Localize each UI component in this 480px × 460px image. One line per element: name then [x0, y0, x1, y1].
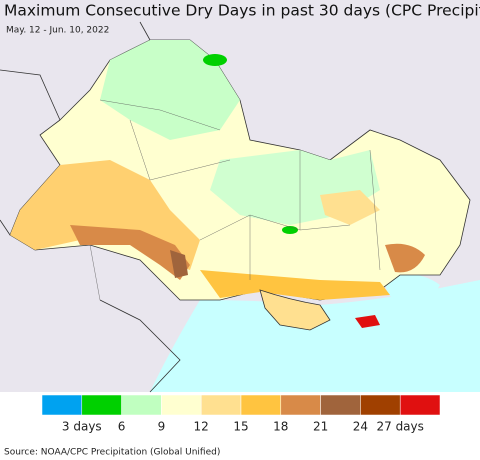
legend-label: 21 — [313, 420, 328, 434]
source: Source: NOAA/CPC Precipitation (Global U… — [4, 448, 220, 458]
legend-swatch — [81, 394, 122, 416]
map — [0, 0, 480, 393]
legend-swatch — [320, 394, 361, 416]
legend-label: 3 days — [62, 420, 102, 434]
legend-label: 6 — [118, 420, 126, 434]
legend-swatch — [280, 394, 321, 416]
legend-swatch — [240, 394, 282, 416]
legend-swatch — [161, 394, 202, 416]
legend-label: 15 — [233, 420, 248, 434]
legend-label: 9 — [158, 420, 166, 434]
legend: 3 days 6 9 12 15 18 21 24 27 days — [41, 394, 441, 434]
legend-swatch — [121, 394, 162, 416]
subtitle: May. 12 - Jun. 10, 2022 — [6, 26, 109, 36]
legend-label: 24 — [353, 420, 368, 434]
legend-swatch — [200, 394, 242, 416]
legend-swatch — [41, 394, 83, 416]
legend-label: 27 days — [376, 420, 423, 434]
legend-label: 18 — [273, 420, 288, 434]
legend-swatch — [360, 394, 401, 416]
legend-label: 12 — [194, 420, 209, 434]
title: Maximum Consecutive Dry Days in past 30 … — [4, 2, 480, 20]
legend-swatch — [399, 394, 441, 416]
